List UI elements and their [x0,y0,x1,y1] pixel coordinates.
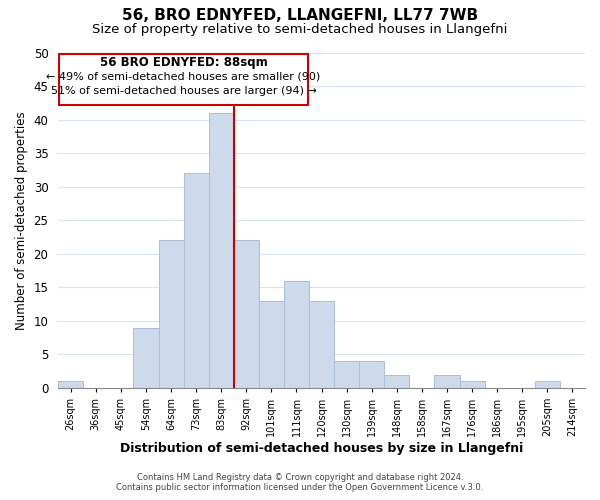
Text: 56 BRO EDNYFED: 88sqm: 56 BRO EDNYFED: 88sqm [100,56,268,69]
Bar [309,301,334,388]
Bar [133,328,158,388]
Bar [284,280,309,388]
Bar [209,113,234,388]
Text: 56, BRO EDNYFED, LLANGEFNI, LL77 7WB: 56, BRO EDNYFED, LLANGEFNI, LL77 7WB [122,8,478,22]
Text: ← 49% of semi-detached houses are smaller (90): ← 49% of semi-detached houses are smalle… [46,72,321,82]
Text: Size of property relative to semi-detached houses in Llangefni: Size of property relative to semi-detach… [92,22,508,36]
Y-axis label: Number of semi-detached properties: Number of semi-detached properties [15,111,28,330]
Bar [359,361,384,388]
Bar [384,374,409,388]
Bar [234,240,259,388]
FancyBboxPatch shape [59,54,308,105]
Bar [535,382,560,388]
X-axis label: Distribution of semi-detached houses by size in Llangefni: Distribution of semi-detached houses by … [120,442,523,455]
Bar [334,361,359,388]
Text: 51% of semi-detached houses are larger (94) →: 51% of semi-detached houses are larger (… [50,86,317,96]
Bar [434,374,460,388]
Bar [158,240,184,388]
Bar [259,301,284,388]
Text: Contains HM Land Registry data © Crown copyright and database right 2024.
Contai: Contains HM Land Registry data © Crown c… [116,473,484,492]
Bar [460,382,485,388]
Bar [184,174,209,388]
Bar [58,382,83,388]
